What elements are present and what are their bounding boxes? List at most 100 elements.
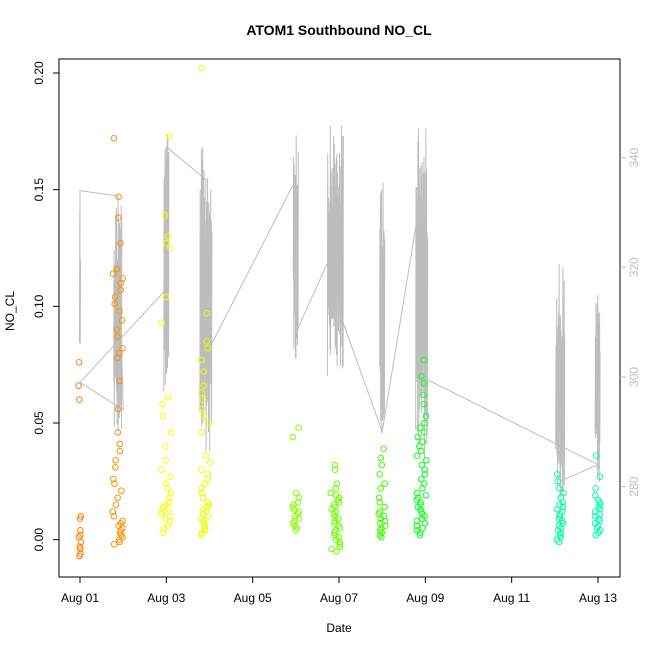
axes-layer: 0.00 0.05 0.10 0.15 0.20 280 300 320 340 Aug 01 Au… [32,58,641,605]
data-point [110,475,117,483]
data-point [114,405,122,413]
data-point [335,499,343,506]
data-point [378,534,385,541]
data-point [116,536,123,544]
data-point [164,233,172,240]
data-point [206,459,214,467]
data-point [158,466,166,474]
data-point [555,538,563,546]
y2-tick-label: 300 [627,367,641,387]
data-point [161,212,169,219]
data-point [114,354,121,362]
data-point [416,531,424,539]
data-point [111,300,118,308]
data-point [117,279,124,287]
data-point [295,424,302,432]
data-point [198,466,205,474]
data-point [336,543,344,551]
data-point [418,515,426,523]
data-point [200,517,207,525]
data-point [167,473,174,481]
data-point [419,485,426,492]
data-point [331,529,338,537]
data-point [331,466,339,474]
secondary-series-bundle [415,128,429,460]
data-point [421,471,429,478]
data-point [158,508,166,516]
data-point [418,373,425,380]
secondary-series-bundle [79,211,81,345]
data-point [205,513,212,520]
data-point [420,391,427,399]
data-point [592,492,599,499]
data-point [112,464,119,471]
data-point [420,480,428,488]
data-point [113,265,121,273]
data-point [560,489,567,497]
data-point [201,522,208,530]
data-point [592,485,600,492]
data-point [116,440,124,448]
data-point [110,541,118,548]
secondary-series-bundle [163,134,170,392]
data-point [166,132,173,140]
data-point [112,501,120,509]
data-point [109,508,117,516]
data-point [418,475,425,483]
data-point [417,499,424,506]
y-tick-label: 0.10 [32,294,46,318]
data-point [165,506,172,513]
data-point [593,452,600,460]
data-point [376,471,383,478]
data-point [556,510,564,518]
data-point [116,307,123,315]
data-point [165,494,173,502]
data-point [378,461,386,469]
x-axis-label: Date [326,621,352,635]
data-point [197,485,205,492]
chart-title: ATOM1 Southbound NO_CL [246,22,432,38]
data-point [118,317,126,324]
data-point [416,424,424,432]
data-point [201,524,209,532]
y2-tick-label: 320 [627,257,641,277]
data-point [113,326,121,334]
data-point [115,193,122,200]
data-point [336,541,344,548]
data-point [596,473,604,481]
data-point [76,515,84,523]
data-point [333,480,341,488]
data-point [76,396,83,404]
data-point [112,457,119,464]
data-point [376,499,384,506]
y-tick-label: 0.05 [32,411,46,435]
data-point [554,478,562,485]
data-point [199,396,206,404]
data-point [199,489,206,497]
data-point [202,452,209,460]
secondary-series-bundle [379,182,386,434]
data-point [555,485,563,492]
data-point [167,244,174,252]
x-tick-label: Aug 09 [406,591,444,605]
data-point [109,270,117,278]
data-point [77,545,84,553]
data-point [110,135,118,142]
data-point [116,447,124,455]
data-point [377,454,385,462]
data-point [119,345,126,352]
points-layer [75,65,604,560]
data-point [292,489,300,497]
data-point [559,503,567,511]
data-point [162,443,169,450]
data-point [289,433,297,441]
data-point [596,499,604,506]
data-point [198,531,205,539]
data-point [592,531,600,539]
data-point [375,494,383,502]
data-point [162,293,170,301]
data-point [381,503,388,511]
secondary-series-bundle [594,295,601,483]
secondary-line-layer [79,125,601,512]
